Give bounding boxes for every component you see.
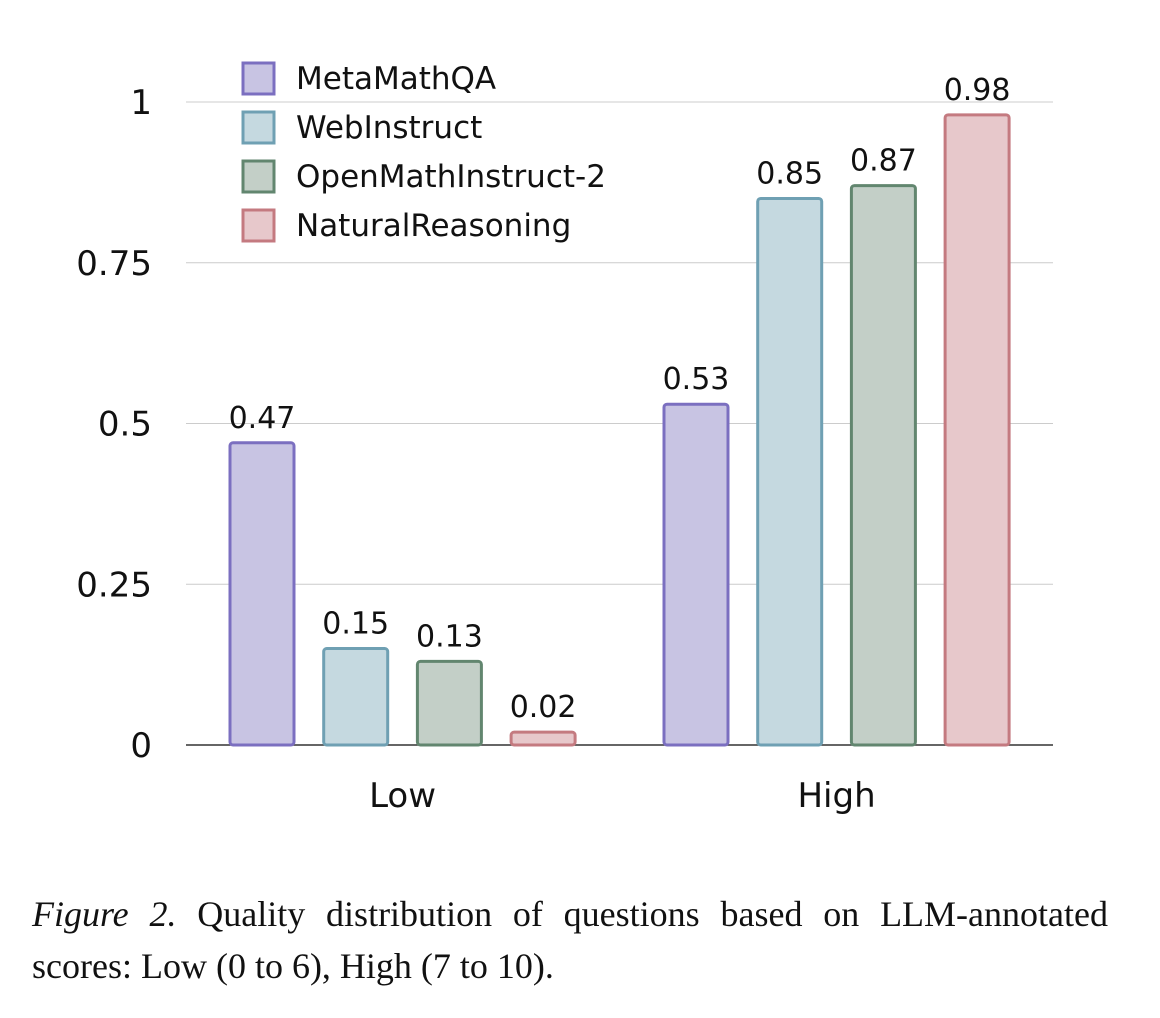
- x-tick-label: High: [797, 776, 875, 816]
- data-label: 0.02: [510, 690, 577, 725]
- data-label: 0.85: [756, 156, 823, 191]
- legend-label: OpenMathInstruct-2: [296, 159, 606, 195]
- x-tick-label: Low: [369, 776, 436, 816]
- bar-chart: 00.250.50.751 0.470.15 0.130.020.530.85 0.…: [76, 61, 1053, 816]
- x-axis-ticks: Low High: [369, 776, 876, 816]
- legend-swatch: [241, 208, 276, 243]
- bar: [415, 659, 483, 747]
- legend: MetaMathQA WebInstruct OpenMathInstruct-2 N…: [241, 61, 606, 244]
- bar: [756, 196, 824, 747]
- bar: [662, 402, 730, 747]
- bar: [849, 184, 917, 747]
- data-label: 0.13: [416, 619, 483, 654]
- bar: [943, 113, 1011, 747]
- y-axis-ticks: 0 0.25 0.5 0.75 1: [76, 83, 152, 766]
- legend-label: NaturalReasoning: [296, 208, 571, 244]
- legend-swatch: [241, 159, 276, 194]
- bar: [228, 441, 296, 747]
- data-labels: 0.47 0.15 0.13 0.02 0.53 0.85 0.87 0.98: [229, 73, 1011, 725]
- y-tick-label: 1: [130, 83, 152, 123]
- bar: [509, 730, 577, 747]
- data-label: 0.98: [944, 73, 1011, 108]
- y-tick-label: 0.5: [98, 405, 152, 445]
- bars: [228, 113, 1011, 747]
- legend-label: MetaMathQA: [296, 61, 496, 97]
- caption-label: Figure 2.: [32, 894, 177, 934]
- legend-label: WebInstruct: [296, 110, 482, 146]
- data-label: 0.15: [322, 607, 389, 642]
- y-tick-label: 0.75: [76, 244, 152, 284]
- figure-caption: Figure 2. Quality distribution of questi…: [32, 888, 1108, 992]
- legend-swatch: [241, 110, 276, 145]
- y-tick-label: 0: [130, 726, 152, 766]
- bar: [322, 647, 390, 747]
- gridlines: [186, 101, 1053, 746]
- caption-text: Quality distribution of questions based …: [32, 894, 1108, 986]
- y-tick-label: 0.25: [76, 565, 152, 605]
- legend-swatch: [241, 61, 276, 96]
- data-label: 0.47: [229, 401, 296, 436]
- data-label: 0.87: [850, 144, 917, 179]
- data-label: 0.53: [663, 362, 730, 397]
